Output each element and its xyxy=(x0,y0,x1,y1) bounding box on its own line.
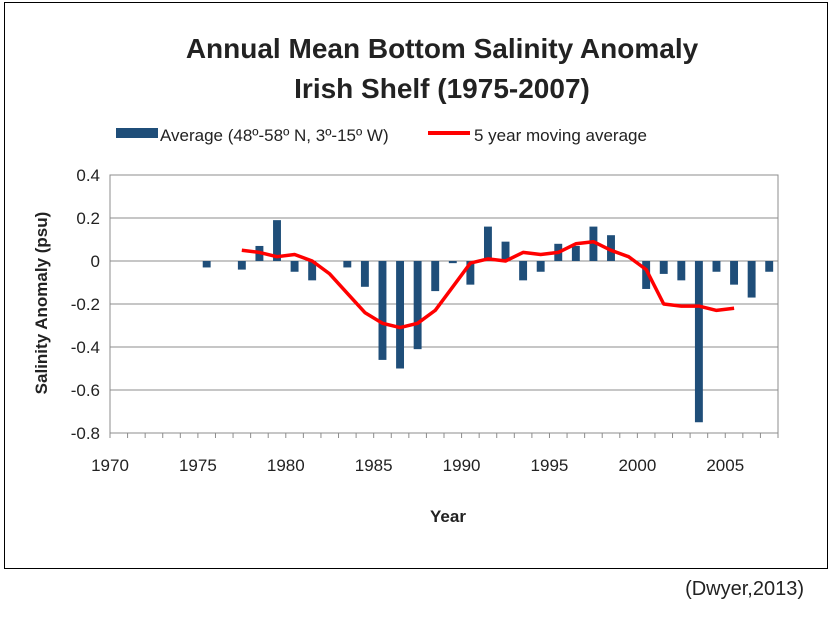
x-tick-label: 1975 xyxy=(179,456,217,475)
x-tick-label: 2000 xyxy=(618,456,656,475)
y-tick-label: 0.2 xyxy=(76,209,100,228)
x-tick-label: 1985 xyxy=(355,456,393,475)
y-tick-label: -0.8 xyxy=(71,424,100,443)
series-line-moving-average xyxy=(241,239,735,330)
x-tick-label: 2005 xyxy=(706,456,744,475)
bar xyxy=(466,261,475,285)
bar xyxy=(360,261,369,287)
bar xyxy=(396,261,405,369)
y-tick-label: -0.6 xyxy=(71,381,100,400)
legend: Average (48º-58º N, 3º-15º W) 5 year mov… xyxy=(116,126,647,145)
y-tick-label: -0.4 xyxy=(71,338,100,357)
bar xyxy=(747,261,756,298)
bar xyxy=(290,261,299,272)
bar xyxy=(202,261,211,268)
y-tick-labels: 0.4 0.2 0 -0.2 -0.4 -0.6 -0.8 xyxy=(71,166,100,443)
bar xyxy=(501,241,510,261)
bar xyxy=(431,261,440,292)
bar xyxy=(607,235,615,261)
chart-subtitle: Irish Shelf (1975-2007) xyxy=(294,73,590,104)
legend-label-average: Average (48º-58º N, 3º-15º W) xyxy=(160,126,389,145)
bars xyxy=(202,220,774,423)
bar xyxy=(589,226,598,261)
x-tick-label: 1980 xyxy=(267,456,305,475)
y-tick-label: 0.4 xyxy=(76,166,100,185)
x-tick-labels: 1970 1975 1980 1985 1990 1995 2000 2005 xyxy=(91,456,744,475)
legend-label-moving-average: 5 year moving average xyxy=(474,126,647,145)
bar xyxy=(659,261,668,274)
bar xyxy=(237,261,246,270)
bar xyxy=(677,261,686,281)
bar xyxy=(413,261,422,350)
bar xyxy=(308,261,317,281)
bar xyxy=(694,261,703,423)
chart-title: Annual Mean Bottom Salinity Anomaly xyxy=(186,33,699,64)
bar xyxy=(571,245,580,261)
bar xyxy=(536,261,545,272)
bar xyxy=(448,261,457,264)
legend-swatch-bar xyxy=(116,128,158,138)
y-tick-label: -0.2 xyxy=(71,295,100,314)
bar xyxy=(343,261,352,268)
x-tick-label: 1970 xyxy=(91,456,129,475)
bar xyxy=(765,261,774,272)
bar xyxy=(712,261,721,272)
bar xyxy=(519,261,528,281)
y-axis-label: Salinity Anomaly (psu) xyxy=(32,212,51,395)
bar xyxy=(730,261,739,285)
bar xyxy=(273,220,281,261)
bar xyxy=(642,261,651,289)
source-citation: (Dwyer,2013) xyxy=(685,578,804,600)
bar xyxy=(483,226,492,261)
y-tick-label: 0 xyxy=(91,252,100,271)
bar xyxy=(378,261,387,360)
chart-frame xyxy=(4,2,828,569)
x-axis-label: Year xyxy=(430,507,466,526)
x-tick-label: 1995 xyxy=(531,456,569,475)
x-tick-label: 1990 xyxy=(443,456,481,475)
